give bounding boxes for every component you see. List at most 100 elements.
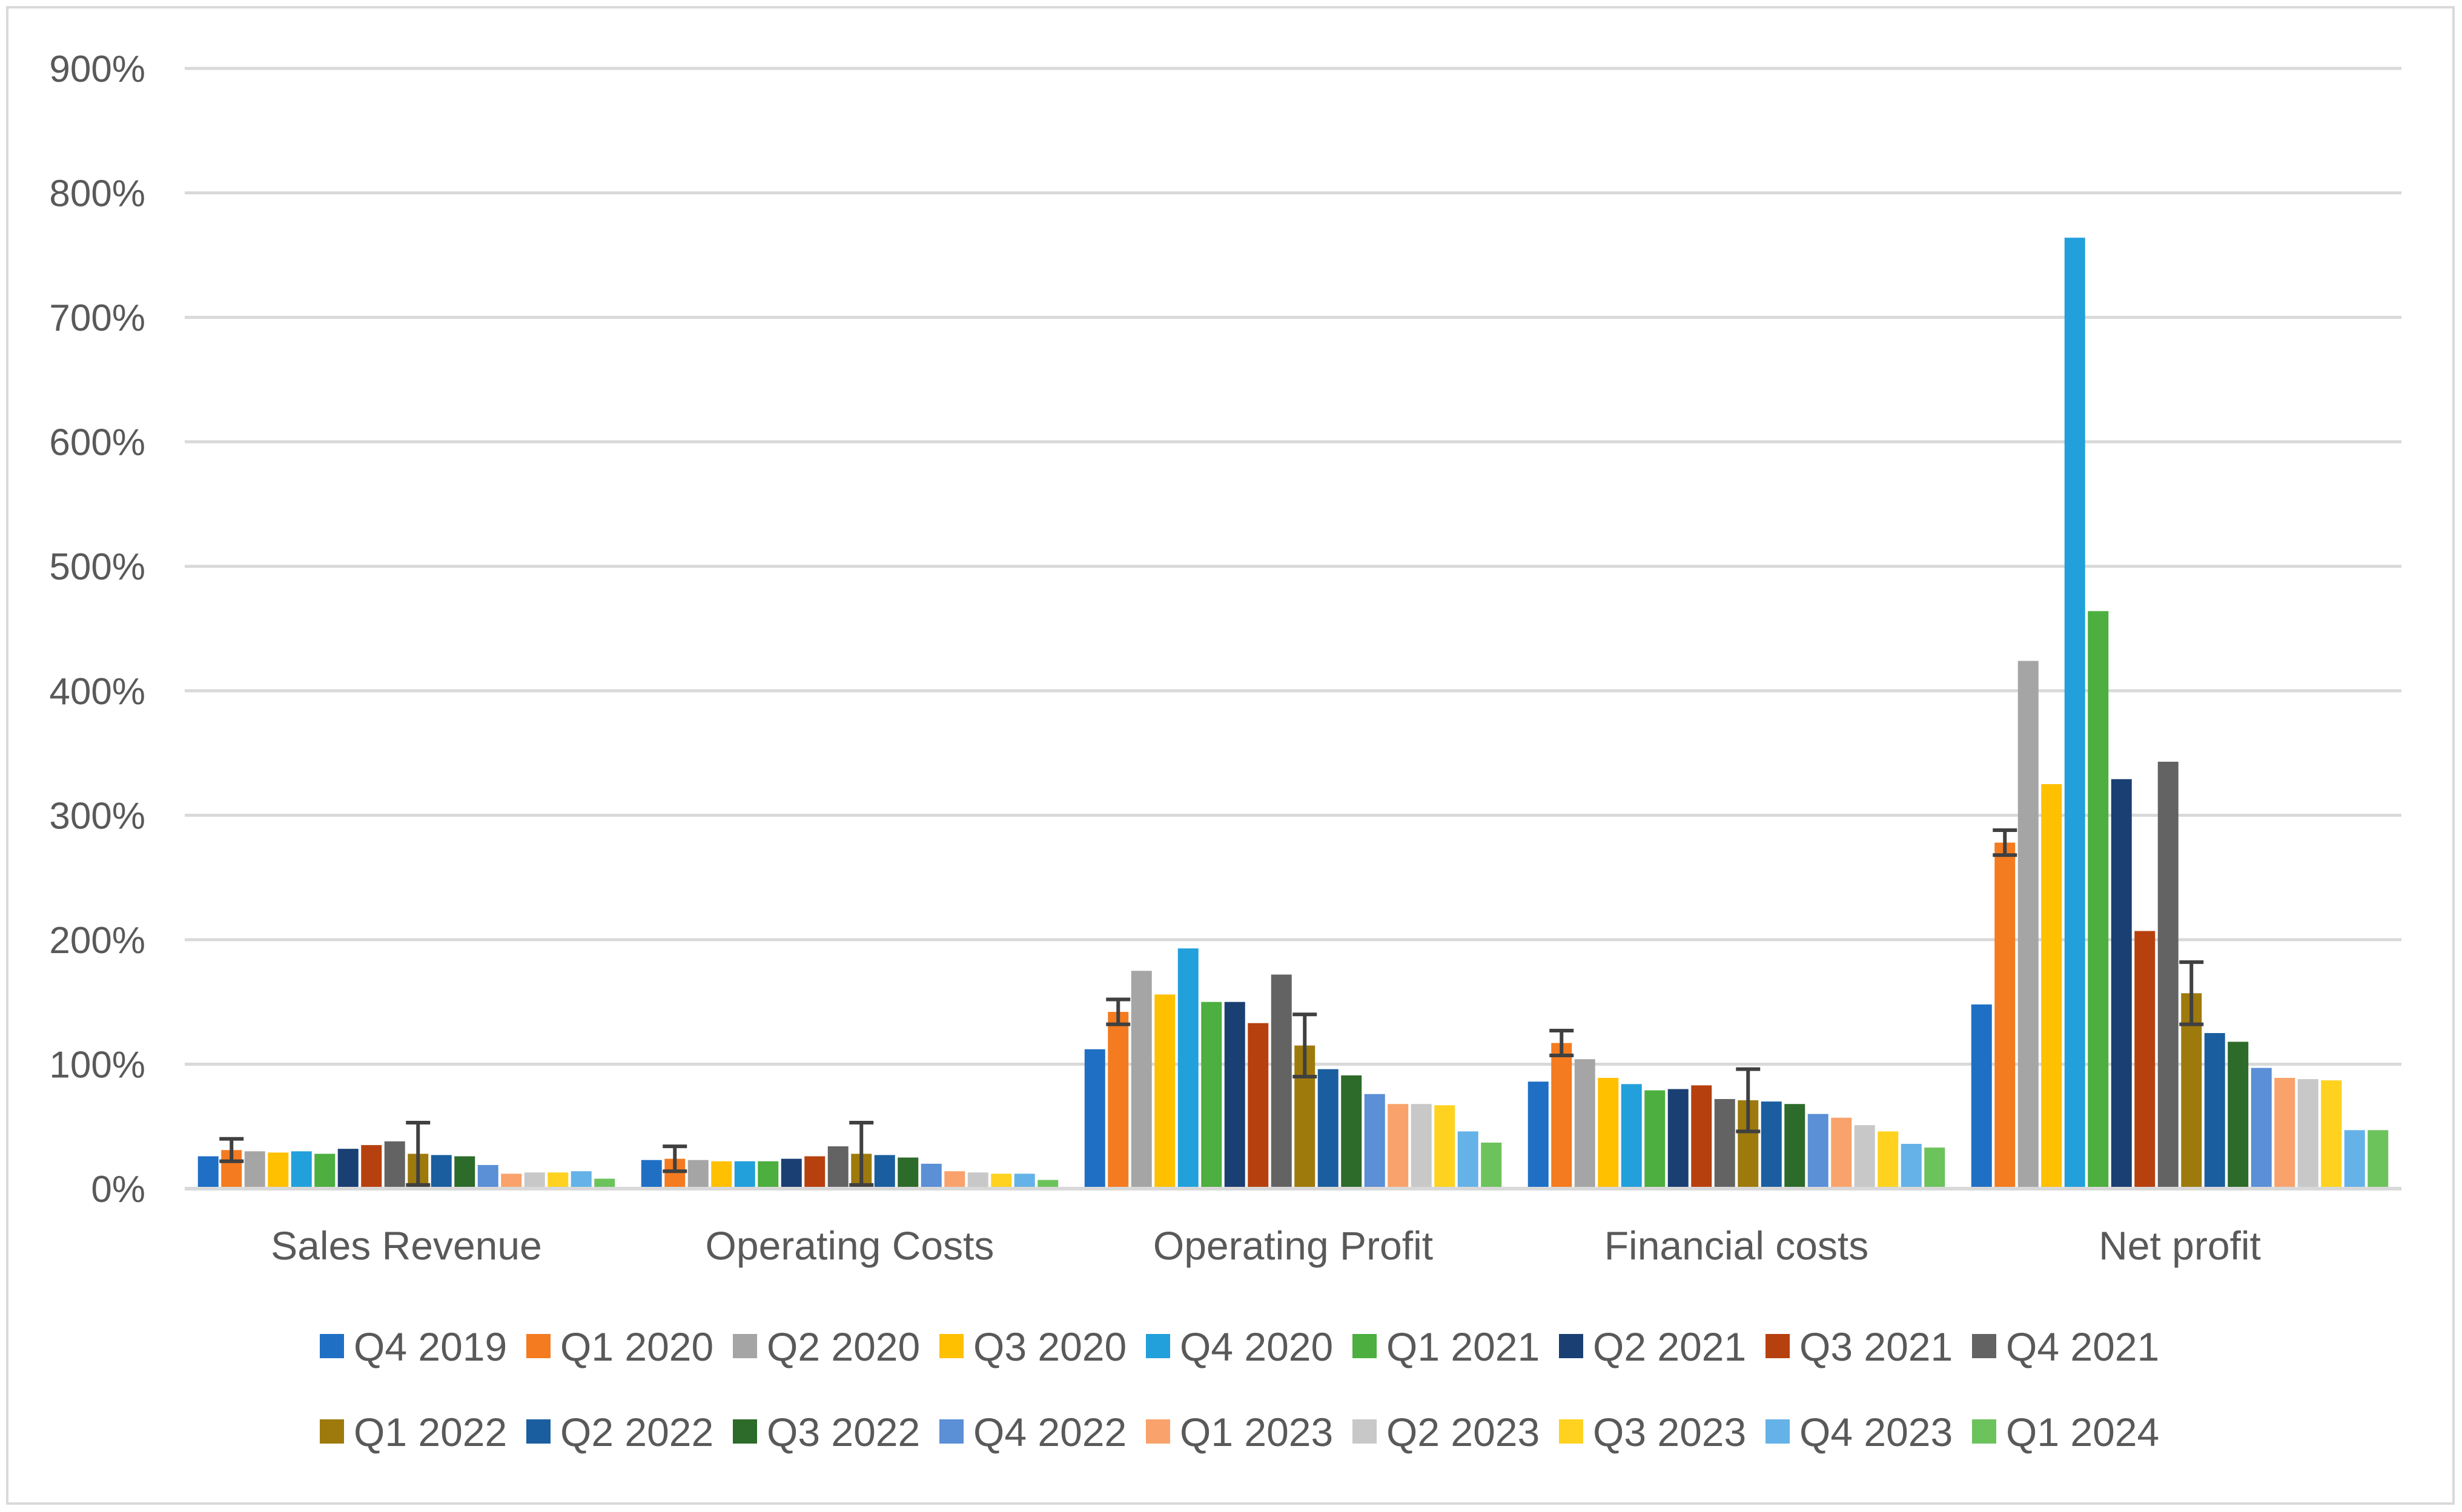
y-tick-label: 800%	[49, 173, 145, 215]
bar	[1784, 1104, 1805, 1189]
bar	[1317, 1069, 1339, 1189]
error-bars	[219, 828, 2204, 1187]
legend-label: Q1 2022	[354, 1410, 507, 1454]
legend-swatch	[1352, 1334, 1377, 1358]
bar	[1131, 971, 1152, 1189]
legend-label: Q3 2023	[1593, 1410, 1746, 1454]
legend-swatch	[1146, 1419, 1170, 1444]
legend-swatch	[1559, 1334, 1583, 1358]
legend-swatch	[1765, 1419, 1790, 1444]
bar	[1831, 1117, 1852, 1189]
legend-swatch	[1765, 1334, 1790, 1358]
legend-item: Q4 2020	[1146, 1324, 1333, 1369]
legend-item: Q3 2021	[1765, 1324, 1953, 1369]
legend-label: Q1 2023	[1180, 1410, 1333, 1454]
bar	[2368, 1130, 2389, 1189]
legend-item: Q3 2022	[733, 1410, 920, 1454]
bars	[197, 237, 2389, 1189]
y-tick-label: 200%	[49, 920, 145, 962]
bar	[1434, 1105, 1455, 1189]
legend-swatch	[733, 1419, 757, 1444]
bar	[361, 1145, 382, 1189]
legend-label: Q1 2021	[1386, 1324, 1540, 1369]
legend-item: Q3 2023	[1559, 1410, 1746, 1454]
legend-item: Q3 2020	[939, 1324, 1127, 1369]
legend-item: Q4 2022	[939, 1410, 1127, 1454]
bar	[1248, 1023, 1269, 1189]
bar	[1621, 1084, 1642, 1189]
legend-label: Q2 2023	[1386, 1410, 1540, 1454]
legend-label: Q1 2024	[2006, 1410, 2159, 1454]
bar	[337, 1149, 359, 1189]
bar	[454, 1156, 475, 1189]
legend-swatch	[320, 1334, 344, 1358]
y-tick-label: 900%	[49, 48, 145, 90]
bar	[641, 1160, 662, 1189]
legend-swatch	[1972, 1334, 1996, 1358]
bar	[1994, 842, 2016, 1189]
bar	[1714, 1099, 1735, 1189]
legend-swatch	[526, 1334, 551, 1358]
legend-swatch	[939, 1334, 964, 1358]
x-category-label: Sales Revenue	[271, 1223, 542, 1268]
x-axis-category-labels: Sales Revenue Operating Costs Operating Pr…	[271, 1223, 2261, 1268]
bar	[548, 1172, 569, 1189]
legend-item: Q2 2022	[526, 1410, 713, 1454]
legend-label: Q4 2019	[354, 1324, 507, 1369]
bar	[2134, 931, 2156, 1189]
bar	[524, 1172, 545, 1189]
bar	[477, 1164, 498, 1189]
bar	[268, 1152, 289, 1189]
bar	[2228, 1042, 2249, 1189]
bar	[2111, 779, 2132, 1189]
bar	[1037, 1180, 1059, 1189]
bar	[1481, 1142, 1502, 1189]
bar	[1108, 1012, 1129, 1189]
y-tick-label: 600%	[49, 422, 145, 464]
bar	[804, 1156, 826, 1189]
bar	[1598, 1078, 1619, 1189]
bar	[1224, 1002, 1245, 1189]
bar	[1177, 948, 1199, 1189]
bar	[734, 1161, 755, 1189]
bar	[1527, 1081, 1549, 1189]
bar	[571, 1171, 592, 1189]
bar	[314, 1154, 336, 1189]
bar	[781, 1158, 802, 1189]
bar	[291, 1151, 312, 1189]
bar	[1341, 1075, 1362, 1189]
y-tick-label: 100%	[49, 1044, 145, 1086]
legend-label: Q4 2021	[2006, 1324, 2159, 1369]
bar	[1667, 1089, 1689, 1189]
bar	[687, 1160, 709, 1189]
y-tick-label: 400%	[49, 671, 145, 713]
legend: Q4 2019 Q1 2020 Q2 2020 Q3 2020 Q4 2020 Q1 20…	[320, 1324, 2159, 1454]
x-category-label: Net profit	[2099, 1223, 2261, 1268]
bar	[2064, 237, 2085, 1189]
x-category-label: Operating Costs	[706, 1223, 994, 1268]
legend-item: Q1 2022	[320, 1410, 507, 1454]
bar	[1854, 1125, 1875, 1189]
bar	[1457, 1131, 1478, 1189]
y-tick-label: 500%	[49, 546, 145, 588]
bar	[874, 1155, 895, 1189]
bar	[1388, 1104, 1409, 1189]
legend-swatch	[939, 1419, 964, 1444]
bar	[758, 1161, 779, 1189]
chart-frame	[6, 6, 2455, 1505]
legend-item: Q2 2021	[1559, 1324, 1746, 1369]
x-category-label: Operating Profit	[1153, 1223, 1433, 1268]
legend-item: Q4 2021	[1972, 1324, 2159, 1369]
bar	[1691, 1085, 1712, 1189]
legend-label: Q2 2021	[1593, 1324, 1746, 1369]
bar	[2041, 784, 2062, 1189]
legend-item: Q2 2023	[1352, 1410, 1540, 1454]
x-category-label: Financial costs	[1604, 1223, 1869, 1268]
bar	[944, 1171, 965, 1189]
bar	[1924, 1147, 1945, 1189]
legend-label: Q4 2023	[1799, 1410, 1953, 1454]
legend-label: Q3 2021	[1799, 1324, 1953, 1369]
legend-swatch	[526, 1419, 551, 1444]
legend-item: Q1 2023	[1146, 1410, 1333, 1454]
